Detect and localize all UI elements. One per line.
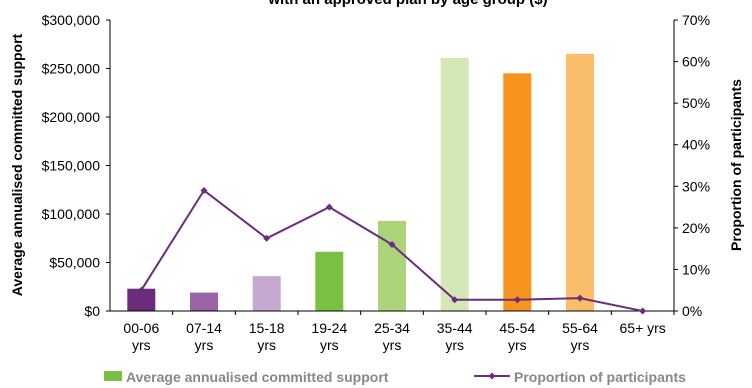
y2-tick-label: 70%: [682, 12, 710, 28]
x-tick-label: yrs: [383, 337, 402, 353]
line-point: [388, 240, 396, 248]
bar: [503, 73, 532, 311]
x-tick-label: 19-24: [311, 320, 347, 336]
x-tick-label: yrs: [195, 337, 214, 353]
y2-tick-label: 10%: [682, 261, 710, 277]
y-axis-title: Average annualised committed support: [9, 33, 25, 296]
bar: [315, 251, 344, 311]
x-tick-label: 65+ yrs: [620, 320, 666, 336]
bar: [252, 276, 281, 311]
legend-label-bars: Average annualised committed support: [126, 369, 389, 385]
y2-tick-label: 50%: [682, 95, 710, 111]
x-tick-label: yrs: [445, 337, 464, 353]
x-tick-label: 00-06: [123, 320, 159, 336]
legend-label-line: Proportion of participants: [514, 369, 686, 385]
chart-title: with an approved plan by age group ($): [267, 0, 547, 8]
y-tick-label: $0: [84, 303, 100, 319]
y-tick-label: $250,000: [42, 61, 101, 77]
x-tick-label: yrs: [508, 337, 527, 353]
x-tick-label: 25-34: [374, 320, 410, 336]
x-tick-label: yrs: [132, 337, 151, 353]
y2-tick-label: 60%: [682, 54, 710, 70]
axes: [106, 19, 678, 315]
y-tick-label: $300,000: [42, 12, 101, 28]
y-tick-label: $150,000: [42, 158, 101, 174]
line-point: [513, 296, 521, 304]
y2-tick-label: 30%: [682, 178, 710, 194]
bar: [566, 53, 594, 312]
bar-series: [127, 53, 594, 312]
y2-tick-label: 0%: [682, 303, 702, 319]
line-point: [639, 307, 647, 315]
line-point: [325, 203, 333, 211]
legend: Average annualised committed support Pro…: [104, 369, 686, 385]
tick-labels: $0 $50,000 $100,000 $150,000 $200,000 $250,00…: [42, 12, 710, 353]
y2-tick-label: 20%: [682, 220, 710, 236]
x-tick-label: 35-44: [437, 320, 473, 336]
legend-swatch-bars: [104, 371, 122, 381]
line-point: [576, 294, 584, 302]
y2-tick-label: 40%: [682, 137, 710, 153]
x-tick-label: yrs: [257, 337, 276, 353]
bar: [440, 57, 469, 311]
line-point: [200, 186, 208, 194]
y2-axis-title: Proportion of participants: [728, 79, 744, 251]
bar: [127, 288, 156, 311]
x-tick-label: 15-18: [249, 320, 285, 336]
legend-marker: [488, 372, 496, 380]
x-tick-label: yrs: [320, 337, 339, 353]
x-tick-label: 07-14: [186, 320, 222, 336]
line-point: [137, 286, 145, 294]
x-tick-label: yrs: [571, 337, 590, 353]
x-tick-label: 45-54: [499, 320, 535, 336]
y-tick-label: $200,000: [42, 109, 101, 125]
line-point: [451, 296, 459, 304]
y-tick-label: $50,000: [49, 255, 100, 271]
bar: [378, 220, 406, 311]
line-series: [137, 186, 647, 315]
x-tick-label: 55-64: [562, 320, 598, 336]
line-point: [263, 234, 271, 242]
y-tick-label: $100,000: [42, 206, 101, 222]
bar: [190, 292, 218, 311]
